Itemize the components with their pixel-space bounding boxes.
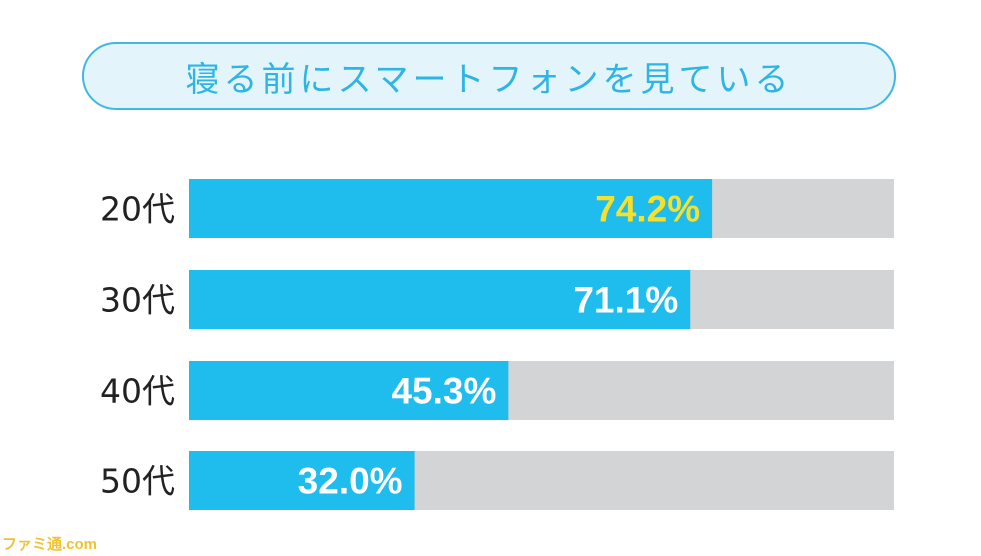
category-label: 50代	[100, 462, 175, 501]
value-label: 45.3%	[391, 371, 496, 412]
bar	[189, 179, 713, 238]
bar	[189, 361, 509, 420]
category-label: 40代	[100, 372, 175, 411]
value-label: 71.1%	[573, 280, 678, 321]
bar	[189, 270, 691, 329]
value-label: 32.0%	[298, 461, 403, 502]
bar	[189, 451, 415, 510]
category-label: 20代	[100, 190, 175, 229]
category-label: 30代	[100, 281, 175, 320]
chart-title-pill: 寝る前にスマートフォンを見ている	[82, 42, 896, 110]
chart-title: 寝る前にスマートフォンを見ている	[185, 59, 793, 100]
watermark-logo: ファミ通.com	[2, 536, 98, 553]
value-label: 74.2%	[595, 189, 700, 230]
